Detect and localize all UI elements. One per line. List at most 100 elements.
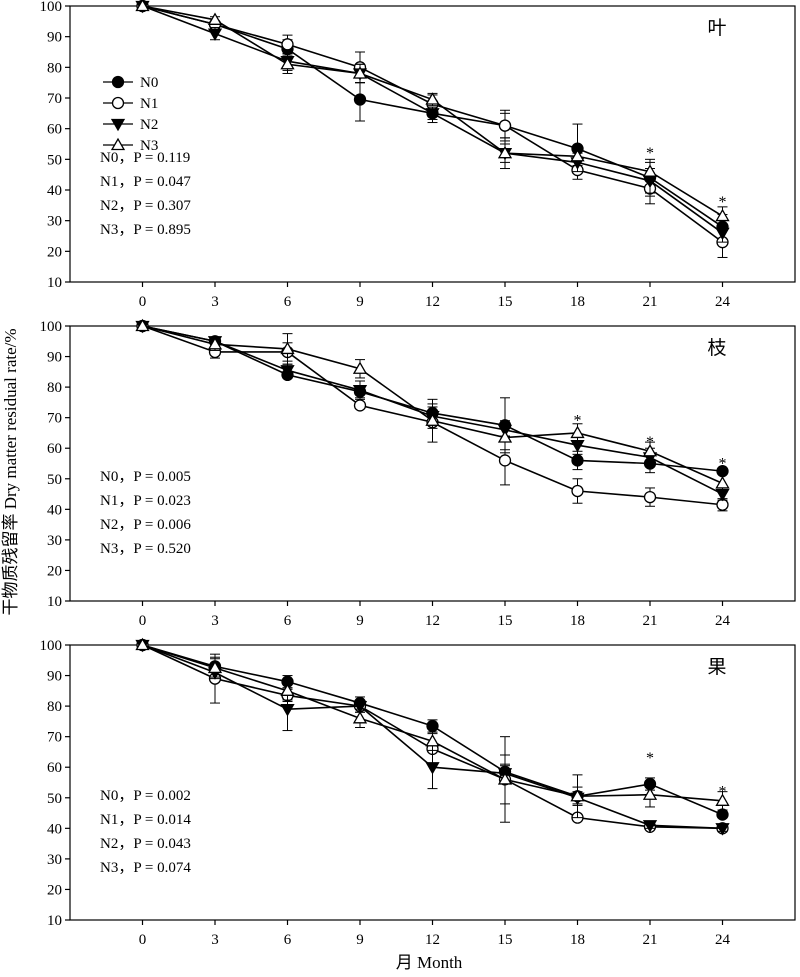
x-tick-label: 15 [498,932,513,948]
x-tick-label: 3 [211,613,219,629]
y-tick-label: 80 [47,60,62,76]
x-tick-label: 9 [356,932,364,948]
series-n3 [135,637,730,823]
y-tick-label: 70 [47,730,62,746]
x-tick-label: 12 [425,294,440,310]
data-point [207,337,223,350]
x-tick-label: 12 [425,932,440,948]
data-point [498,454,512,467]
y-tick-label: 60 [47,122,62,138]
data-point [281,38,294,51]
x-tick-label: 18 [570,932,585,948]
p-value-annotation: N1，P = 0.023 [100,493,191,509]
data-point [715,476,730,489]
data-point [571,484,584,498]
chart-panel-1: 10 20 30 40 50 60 70 80 90 100 0 3 6 9 12 15 18 21 24 叶 * * N0… [40,0,796,310]
x-tick-label: 9 [356,613,364,629]
data-point [715,823,730,836]
data-point [280,683,295,696]
y-tick-label: 60 [47,760,62,776]
legend: N0 N1 N2 N3 [103,75,158,154]
data-point [135,0,150,12]
data-point [207,28,223,41]
legend-marker [111,75,125,89]
x-axis-label: 月 Month [396,953,463,972]
data-point [498,119,512,132]
y-tick-label: 70 [47,411,62,427]
x-tick-label: 21 [643,294,658,310]
data-point [135,637,150,651]
data-point [642,820,658,833]
p-value-annotation: N3，P = 0.074 [100,860,191,876]
significance-mark: * [719,784,727,801]
y-tick-label: 10 [47,594,62,610]
series-n1 [136,0,729,258]
y-tick-label: 90 [47,30,62,46]
y-tick-label: 50 [47,791,62,807]
legend-label: N3 [140,138,158,154]
x-tick-label: 18 [570,613,585,629]
data-point [352,385,368,398]
y-tick-label: 80 [47,380,62,396]
x-tick-label: 3 [211,932,219,948]
significance-mark: * [646,145,654,162]
p-value-annotation: N2，P = 0.043 [100,836,191,852]
p-value-annotation: N0，P = 0.005 [100,469,191,485]
chart-panel-2: 10 20 30 40 50 60 70 80 90 100 0 3 6 9 12 15 18 21 24 枝 * * * N… [40,318,796,629]
data-point [715,208,730,222]
y-tick-label: 100 [40,0,63,15]
y-tick-label: 30 [47,533,62,549]
x-tick-label: 6 [284,613,292,629]
y-tick-label: 10 [47,913,62,929]
y-tick-label: 50 [47,472,62,488]
x-tick-label: 15 [498,613,513,629]
significance-mark: * [719,455,727,472]
series-n0 [136,638,729,821]
data-point [642,787,658,800]
data-point [207,12,223,25]
data-point [571,454,584,467]
plot-frame [69,5,796,283]
y-tick-label: 40 [47,821,62,837]
p-value-annotation: N0，P = 0.119 [100,150,190,166]
p-value-annotation: N2，P = 0.307 [100,198,191,214]
data-point [715,227,730,241]
data-point [353,399,367,412]
legend-label: N0 [140,75,158,91]
y-tick-label: 20 [47,882,62,898]
data-point [426,719,439,733]
data-point [425,92,440,105]
series-line [142,5,723,243]
data-point [280,341,295,355]
y-tick-label: 60 [47,441,62,457]
series-n3 [135,0,730,226]
x-tick-label: 9 [356,294,364,310]
y-tick-label: 100 [40,319,63,335]
x-tick-label: 24 [715,932,731,948]
legend-marker [110,137,126,151]
y-tick-label: 40 [47,183,62,199]
data-point [135,318,150,332]
p-value-annotation: N1，P = 0.047 [100,174,191,190]
x-tick-label: 15 [498,294,513,310]
significance-mark: * [646,434,654,451]
x-tick-label: 6 [284,932,292,948]
p-value-annotation: N2，P = 0.006 [100,517,191,533]
y-tick-label: 10 [47,275,62,291]
data-point [352,700,368,714]
panel-title: 叶 [707,17,726,39]
legend-label: N2 [140,117,158,133]
x-tick-label: 0 [139,932,147,948]
data-point [353,93,367,106]
data-point [497,145,513,159]
data-point [352,361,368,374]
y-tick-label: 20 [47,244,62,260]
data-point [497,430,513,443]
data-point [280,704,295,717]
y-tick-label: 50 [47,152,62,168]
data-point [425,733,440,747]
legend-marker [111,96,125,110]
y-tick-label: 90 [47,669,62,685]
